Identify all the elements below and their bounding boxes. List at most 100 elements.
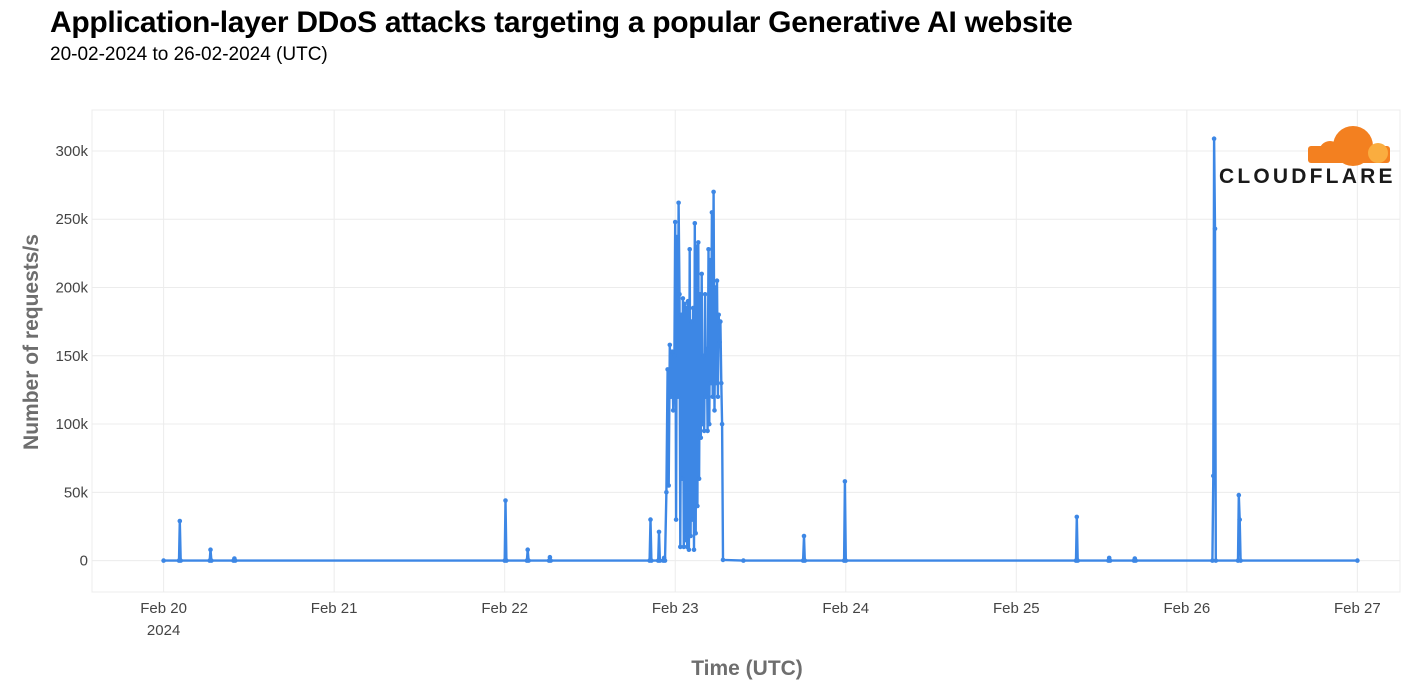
x-tick-sublabel: 2024 bbox=[147, 622, 180, 639]
y-tick-label: 100k bbox=[55, 416, 88, 433]
data-point bbox=[1236, 492, 1242, 498]
data-point bbox=[695, 503, 700, 509]
cloudflare-logo: CLOUDFLARE bbox=[1219, 126, 1396, 188]
data-point bbox=[704, 346, 710, 352]
data-point bbox=[720, 557, 726, 563]
data-point bbox=[674, 234, 680, 240]
series-layer bbox=[161, 136, 1360, 563]
data-point bbox=[703, 394, 709, 400]
data-point bbox=[503, 498, 508, 503]
y-tick-label: 50k bbox=[64, 484, 89, 501]
data-point bbox=[1107, 558, 1113, 563]
data-point bbox=[707, 257, 713, 263]
data-point bbox=[688, 533, 693, 539]
data-point bbox=[668, 394, 674, 400]
data-point bbox=[1211, 136, 1217, 141]
data-point bbox=[679, 476, 685, 482]
data-point bbox=[692, 221, 698, 226]
data-point bbox=[208, 547, 213, 552]
data-point bbox=[711, 189, 716, 195]
data-point bbox=[843, 558, 849, 563]
cloudflare-wordmark: CLOUDFLARE bbox=[1219, 165, 1396, 188]
data-point bbox=[666, 483, 671, 488]
data-point bbox=[670, 408, 676, 413]
x-tick-label: Feb 25 bbox=[993, 600, 1040, 617]
data-point bbox=[681, 544, 687, 550]
data-point bbox=[526, 558, 531, 563]
data-point bbox=[1213, 558, 1219, 563]
data-point bbox=[678, 312, 684, 318]
data-point bbox=[1355, 558, 1360, 563]
data-point bbox=[657, 558, 663, 563]
data-point bbox=[682, 301, 687, 307]
data-point bbox=[741, 558, 746, 563]
data-point bbox=[232, 558, 238, 563]
data-point bbox=[664, 490, 669, 495]
data-point bbox=[209, 558, 214, 563]
data-point bbox=[701, 428, 707, 434]
data-point bbox=[709, 210, 715, 215]
data-point bbox=[656, 529, 662, 535]
data-point bbox=[696, 476, 702, 482]
data-point bbox=[716, 312, 721, 318]
data-point bbox=[676, 200, 681, 206]
data-point bbox=[700, 421, 705, 427]
data-point bbox=[842, 479, 848, 484]
data-point bbox=[690, 517, 695, 522]
data-point bbox=[673, 517, 679, 522]
data-point bbox=[713, 380, 719, 386]
data-point bbox=[1238, 558, 1243, 563]
x-tick-label: Feb 20 bbox=[140, 600, 187, 617]
data-point bbox=[178, 558, 183, 563]
y-tick-label: 0 bbox=[80, 553, 88, 570]
x-axis-ticks: Feb 20 2024 Feb 21 Feb 22 Feb 23 Feb 24 Feb 25… bbox=[140, 600, 1380, 639]
x-axis-title: Time (UTC) bbox=[691, 657, 803, 680]
data-point bbox=[701, 353, 706, 359]
data-point bbox=[686, 547, 692, 552]
data-point bbox=[710, 394, 715, 400]
data-point bbox=[667, 342, 673, 348]
data-point bbox=[715, 394, 721, 400]
plot-area bbox=[91, 109, 1401, 593]
data-point bbox=[677, 292, 682, 297]
data-point bbox=[161, 558, 166, 563]
data-point bbox=[697, 292, 703, 297]
x-tick-label: Feb 27 bbox=[1334, 600, 1381, 617]
data-point bbox=[1210, 558, 1215, 563]
data-point bbox=[548, 558, 553, 563]
y-axis-ticks: 0 50k 100k 150k 200k 250k 300k bbox=[55, 143, 88, 570]
y-tick-label: 250k bbox=[55, 211, 88, 228]
data-point bbox=[712, 408, 717, 413]
data-point bbox=[717, 339, 722, 345]
data-point bbox=[504, 558, 509, 563]
data-point bbox=[693, 531, 698, 536]
data-point bbox=[1237, 517, 1242, 522]
x-tick-label: Feb 21 bbox=[311, 600, 358, 617]
data-point bbox=[672, 219, 678, 225]
data-point bbox=[694, 244, 699, 249]
y-axis-title: Number of requests/s bbox=[20, 234, 43, 450]
y-tick-label: 150k bbox=[55, 348, 88, 365]
x-tick-label: Feb 24 bbox=[822, 600, 869, 617]
data-point bbox=[707, 421, 712, 427]
data-point bbox=[648, 517, 653, 522]
data-point bbox=[708, 380, 714, 386]
data-point bbox=[690, 305, 696, 311]
data-point bbox=[1133, 558, 1138, 563]
chart-title: Application-layer DDoS attacks targeting… bbox=[50, 6, 1073, 39]
data-point bbox=[680, 296, 686, 301]
data-point bbox=[1074, 514, 1080, 520]
x-tick-label: Feb 23 bbox=[652, 600, 699, 617]
data-point bbox=[696, 240, 701, 245]
y-tick-label: 200k bbox=[55, 280, 88, 297]
data-point bbox=[706, 247, 711, 252]
data-point bbox=[719, 421, 725, 427]
data-point bbox=[714, 278, 720, 284]
data-point bbox=[713, 285, 718, 290]
data-point bbox=[1212, 226, 1218, 232]
data-point bbox=[685, 298, 691, 304]
data-point bbox=[698, 435, 704, 441]
data-point bbox=[684, 305, 689, 311]
chart-subtitle: 20-02-2024 to 26-02-2024 (UTC) bbox=[50, 44, 328, 65]
